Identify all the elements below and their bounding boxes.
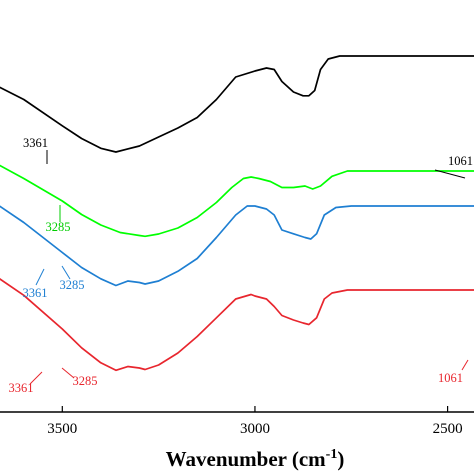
spectrum-line-4 [0,278,474,372]
peak-leader-line [61,367,75,379]
peak-leader-line [61,265,71,280]
x-axis-title-sup: -1 [326,447,338,462]
peak-leader-line [461,359,469,371]
peak-label: 3285 [46,220,71,234]
series-layer [0,55,474,372]
peak-annotation-layer: 3361 1061 3285 3361 3285 3361 3285 1061 [9,136,474,395]
peak-leader-line [35,268,45,286]
peak-label: 3285 [60,278,85,292]
x-axis-title-suffix: ) [337,447,344,471]
peak-label: 3285 [73,374,98,388]
peak-label: 3361 [9,381,34,395]
spectrum-line-1 [0,55,474,153]
peak-label: 1061 [448,154,473,168]
x-axis-title-main: Wavenumber (cm [166,447,327,471]
peak-label: 3361 [23,136,48,150]
spectrum-line-3 [0,205,474,287]
x-tick-label: 3500 [47,421,77,437]
spectrum-line-2 [0,164,474,238]
x-tick-layer: 35003000250020001500 [47,406,463,437]
peak-leader-line [434,169,466,179]
x-axis-title: Wavenumber (cm-1) [166,447,345,471]
peak-label: 3361 [23,286,48,300]
peak-label: 1061 [438,371,463,385]
x-tick-label: 2500 [433,421,463,437]
peak-leader-line [29,371,43,385]
x-tick-label: 3000 [240,421,270,437]
